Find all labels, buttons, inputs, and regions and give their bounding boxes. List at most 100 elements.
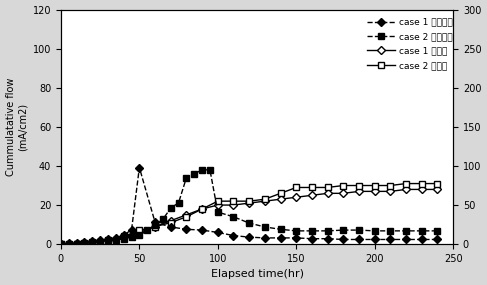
case 1 전류밀도 bbox=[372, 238, 377, 241]
case 2 전류밀도 bbox=[309, 229, 315, 233]
case 2 전류밀도 bbox=[356, 228, 362, 232]
case 2 전류밀도 bbox=[184, 176, 189, 179]
case 2 전류밀도 bbox=[325, 229, 331, 233]
case 2 유출량 bbox=[184, 215, 189, 219]
case 1 전류밀도 bbox=[152, 221, 158, 224]
case 1 전류밀도 bbox=[293, 236, 299, 240]
case 2 전류밀도 bbox=[434, 229, 440, 233]
case 1 전류밀도 bbox=[325, 237, 331, 241]
case 2 유출량 bbox=[388, 184, 393, 187]
case 2 전류밀도 bbox=[74, 243, 79, 246]
case 1 전류밀도 bbox=[113, 236, 119, 240]
case 2 유출량 bbox=[105, 239, 111, 242]
case 2 전류밀도 bbox=[262, 225, 268, 229]
case 1 유출량 bbox=[74, 243, 79, 246]
case 1 전류밀도 bbox=[121, 233, 127, 237]
case 2 전류밀도 bbox=[58, 243, 64, 246]
case 1 유출량 bbox=[403, 188, 409, 191]
case 2 유출량 bbox=[74, 243, 79, 246]
case 1 전류밀도 bbox=[340, 238, 346, 241]
case 2 전류밀도 bbox=[191, 172, 197, 176]
case 2 유출량 bbox=[121, 235, 127, 238]
case 2 유출량 bbox=[325, 186, 331, 189]
case 1 전류밀도 bbox=[215, 231, 221, 234]
case 2 유출량 bbox=[152, 225, 158, 228]
case 1 유출량 bbox=[372, 190, 377, 193]
X-axis label: Elapsed time(hr): Elapsed time(hr) bbox=[210, 269, 303, 280]
case 1 유출량 bbox=[152, 225, 158, 228]
case 1 유출량 bbox=[309, 194, 315, 197]
case 2 전류밀도 bbox=[66, 243, 72, 246]
case 2 전류밀도 bbox=[293, 229, 299, 233]
case 2 전류밀도 bbox=[144, 228, 150, 232]
case 2 전류밀도 bbox=[199, 168, 205, 172]
case 2 전류밀도 bbox=[388, 229, 393, 233]
case 1 유출량 bbox=[434, 188, 440, 191]
case 2 전류밀도 bbox=[230, 215, 236, 219]
case 1 전류밀도 bbox=[66, 242, 72, 245]
case 1 전류밀도 bbox=[74, 241, 79, 244]
case 1 전류밀도 bbox=[105, 238, 111, 241]
case 1 전류밀도 bbox=[90, 239, 95, 243]
case 1 유출량 bbox=[262, 200, 268, 203]
case 2 전류밀도 bbox=[152, 224, 158, 227]
case 1 전류밀도 bbox=[81, 240, 87, 243]
case 1 유출량 bbox=[136, 231, 142, 234]
case 1 전류밀도 bbox=[419, 238, 425, 241]
case 2 유출량 bbox=[199, 207, 205, 211]
case 2 전류밀도 bbox=[403, 229, 409, 233]
case 2 유출량 bbox=[230, 200, 236, 203]
Line: case 1 유출량: case 1 유출량 bbox=[58, 187, 440, 247]
case 1 전류밀도 bbox=[97, 239, 103, 242]
case 1 전류밀도 bbox=[388, 238, 393, 241]
case 2 유출량 bbox=[434, 182, 440, 185]
case 2 전류밀도 bbox=[121, 237, 127, 241]
case 2 전류밀도 bbox=[113, 239, 119, 242]
case 1 전류밀도 bbox=[309, 237, 315, 241]
Y-axis label: Cummulatative flow
(mA/cm2): Cummulatative flow (mA/cm2) bbox=[5, 78, 27, 176]
case 2 유출량 bbox=[340, 184, 346, 187]
Legend: case 1 전류밀도, case 2 전류밀도, case 1 유출량, case 2 유출량: case 1 전류밀도, case 2 전류밀도, case 1 유출량, ca… bbox=[364, 14, 456, 74]
case 1 유출량 bbox=[121, 235, 127, 238]
case 2 유출량 bbox=[215, 200, 221, 203]
Line: case 2 유출량: case 2 유출량 bbox=[58, 180, 441, 247]
case 2 전류밀도 bbox=[215, 210, 221, 214]
case 1 유출량 bbox=[419, 188, 425, 191]
case 2 전류밀도 bbox=[136, 233, 142, 237]
case 2 전류밀도 bbox=[97, 240, 103, 243]
case 1 유출량 bbox=[325, 192, 331, 195]
case 1 전류밀도 bbox=[199, 228, 205, 232]
case 1 전류밀도 bbox=[434, 238, 440, 241]
case 2 유출량 bbox=[90, 241, 95, 244]
case 1 전류밀도 bbox=[129, 228, 134, 232]
case 1 유출량 bbox=[388, 190, 393, 193]
case 2 전류밀도 bbox=[340, 228, 346, 232]
case 1 전류밀도 bbox=[136, 166, 142, 169]
case 1 유출량 bbox=[356, 190, 362, 193]
case 1 전류밀도 bbox=[278, 236, 283, 240]
case 1 유출량 bbox=[58, 243, 64, 246]
case 1 유출량 bbox=[246, 201, 252, 205]
case 1 전류밀도 bbox=[403, 238, 409, 241]
case 1 유출량 bbox=[199, 207, 205, 211]
case 2 전류밀도 bbox=[207, 168, 213, 172]
case 1 유출량 bbox=[278, 198, 283, 201]
case 2 전류밀도 bbox=[372, 229, 377, 233]
case 2 유출량 bbox=[419, 182, 425, 185]
case 2 전류밀도 bbox=[90, 241, 95, 244]
case 1 유출량 bbox=[168, 219, 174, 222]
case 1 유출량 bbox=[215, 203, 221, 207]
case 2 전류밀도 bbox=[129, 235, 134, 239]
case 2 전류밀도 bbox=[419, 229, 425, 233]
case 1 유출량 bbox=[90, 241, 95, 244]
case 1 전류밀도 bbox=[356, 238, 362, 241]
case 1 유출량 bbox=[340, 192, 346, 195]
case 1 유출량 bbox=[184, 213, 189, 217]
case 2 유출량 bbox=[293, 186, 299, 189]
case 1 유출량 bbox=[105, 239, 111, 242]
Line: case 1 전류밀도: case 1 전류밀도 bbox=[58, 165, 440, 247]
case 2 유출량 bbox=[58, 243, 64, 246]
case 2 전류밀도 bbox=[278, 228, 283, 231]
case 1 전류밀도 bbox=[184, 228, 189, 231]
case 2 유출량 bbox=[262, 198, 268, 201]
